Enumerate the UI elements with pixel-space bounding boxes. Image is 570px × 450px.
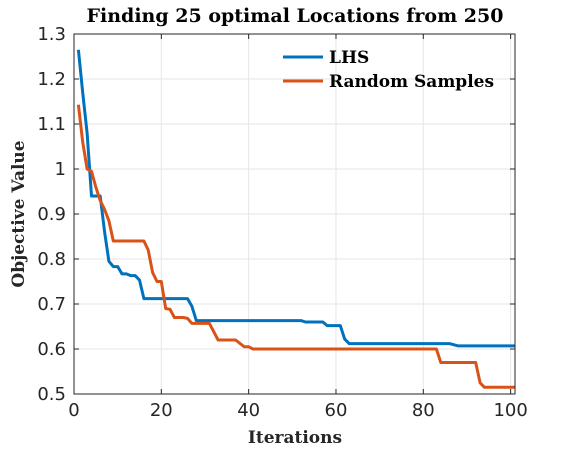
x-tick-label: 60 (325, 400, 348, 421)
y-axis-label: Objective Value (9, 140, 29, 287)
axis-ticks (73, 33, 515, 395)
chart-title: Finding 25 optimal Locations from 250 (87, 5, 504, 27)
legend: LHS Random Samples (283, 48, 494, 92)
y-tick-label: 0.9 (37, 204, 66, 225)
tick-labels: 0 20 40 60 80 100 0.5 0.6 0.7 0.8 0.9 1 1.1 1.2 1.3 (37, 24, 527, 421)
x-tick-label: 100 (493, 400, 527, 421)
legend-label: LHS (329, 48, 369, 68)
y-tick-label: 1.2 (37, 69, 66, 90)
y-tick-label: 1.3 (37, 24, 66, 45)
y-tick-label: 0.6 (37, 339, 66, 360)
series-group (76, 49, 515, 389)
x-tick-label: 0 (68, 400, 79, 421)
x-tick-label: 20 (150, 400, 173, 421)
y-tick-label: 1 (55, 159, 66, 180)
y-tick-label: 0.7 (37, 294, 66, 315)
x-tick-label: 40 (237, 400, 260, 421)
series-line-random-samples (76, 104, 515, 389)
y-tick-label: 1.1 (37, 114, 66, 135)
x-tick-label: 80 (412, 400, 435, 421)
series-line-lhs (76, 49, 515, 348)
x-axis-label: Iterations (248, 428, 342, 448)
legend-label: Random Samples (329, 72, 494, 92)
y-tick-label: 0.8 (37, 249, 66, 270)
y-tick-label: 0.5 (37, 384, 66, 405)
